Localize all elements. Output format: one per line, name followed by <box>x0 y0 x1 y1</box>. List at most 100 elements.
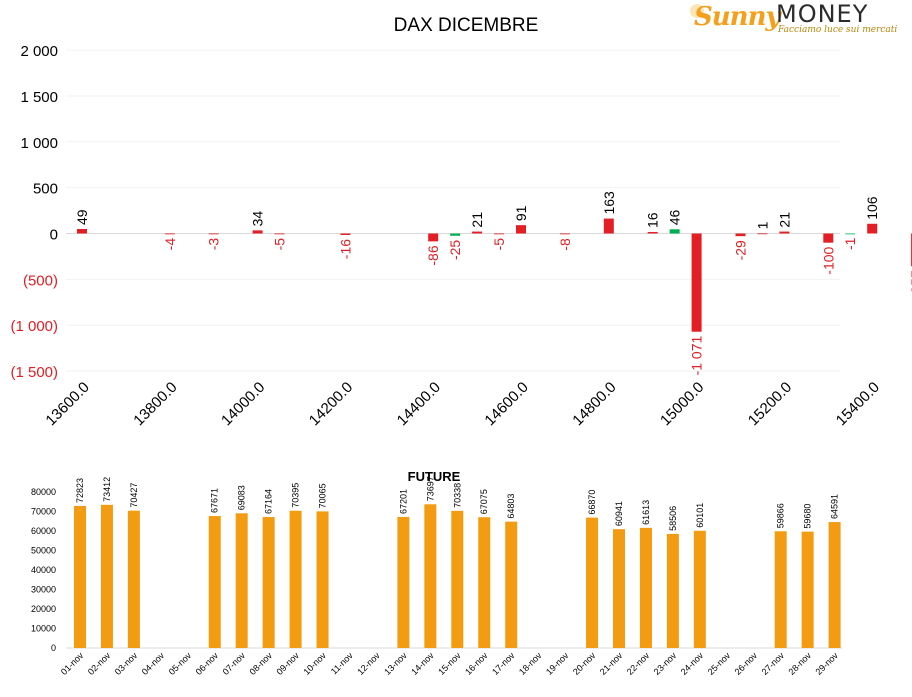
dax-y-tick-label: 500 <box>33 181 58 198</box>
future-bar <box>100 504 113 648</box>
future-x-tick-label: 22-nov <box>625 650 652 677</box>
future-bar <box>208 516 221 648</box>
dax-x-tick-label: 14400.0 <box>394 379 444 429</box>
future-bar <box>424 504 437 648</box>
dax-bar <box>77 229 87 234</box>
dax-y-tick-label: 0 <box>50 227 58 244</box>
dax-bar <box>823 233 834 243</box>
dax-data-label: -86 <box>425 245 441 265</box>
future-x-tick-label: 07-nov <box>221 650 248 677</box>
dax-bar <box>428 233 439 242</box>
dax-x-tick-label: 14000.0 <box>218 379 268 429</box>
future-data-label: 67075 <box>479 489 489 514</box>
dax-data-label: -25 <box>447 240 463 260</box>
future-x-tick-label: 26-nov <box>733 650 760 677</box>
dax-y-tick-label: 1 500 <box>20 89 58 106</box>
future-x-tick-label: 02-nov <box>86 650 113 677</box>
future-x-tick-label: 04-nov <box>140 650 167 677</box>
future-y-tick-label: 70000 <box>31 507 56 517</box>
future-data-label: 70065 <box>318 483 328 508</box>
future-x-tick-label: 03-nov <box>113 650 140 677</box>
dax-data-label: -5 <box>272 238 288 251</box>
future-data-label: 64803 <box>506 494 516 519</box>
future-data-label: 59680 <box>803 504 813 529</box>
dax-bar <box>472 231 483 234</box>
future-x-tick-label: 10-nov <box>301 650 328 677</box>
future-x-tick-label: 25-nov <box>706 650 733 677</box>
dax-data-label: 91 <box>513 205 529 221</box>
logo-tagline: Facciamo luce sui mercati <box>778 25 898 35</box>
future-bar <box>505 521 518 648</box>
dax-x-tick-label: 14200.0 <box>306 379 356 429</box>
sunny-money-logo: Sunny MONEY Facciamo luce sui mercati <box>690 0 900 38</box>
future-x-tick-label: 19-nov <box>544 650 571 677</box>
dax-data-label: -357 <box>908 270 912 298</box>
logo-sunny-text: Sunny <box>694 2 781 32</box>
future-data-label: 70427 <box>129 483 139 508</box>
future-bar <box>289 510 302 648</box>
dax-bar <box>845 233 856 235</box>
future-bar <box>828 522 841 648</box>
dax-x-tick-label: 14800.0 <box>569 379 619 429</box>
future-bar <box>801 531 814 648</box>
future-x-tick-label: 24-nov <box>679 650 706 677</box>
dax-data-label: -1 <box>842 237 858 250</box>
future-data-label: 64591 <box>830 494 840 519</box>
future-y-tick-label: 20000 <box>31 604 56 614</box>
future-data-label: 58506 <box>668 506 678 531</box>
future-data-label: 67164 <box>264 489 274 514</box>
future-data-label: 73697 <box>425 476 435 501</box>
dax-bar <box>516 225 526 234</box>
future-x-tick-label: 18-nov <box>517 650 544 677</box>
dax-data-label: -1 071 <box>689 336 705 376</box>
future-data-label: 67671 <box>210 488 220 513</box>
future-data-label: 72823 <box>75 478 85 503</box>
dax-data-label: 1 <box>754 221 770 229</box>
logo-money-text: MONEY <box>776 0 869 28</box>
future-data-label: 59866 <box>776 503 786 528</box>
dax-bar <box>450 233 461 236</box>
future-x-tick-label: 21-nov <box>598 650 625 677</box>
dax-bar <box>757 233 768 235</box>
future-data-label: 60101 <box>695 503 705 528</box>
future-x-tick-label: 15-nov <box>436 650 463 677</box>
future-x-tick-label: 12-nov <box>355 650 382 677</box>
future-bar <box>613 529 625 648</box>
future-data-label: 70395 <box>291 483 301 508</box>
dax-data-label: 163 <box>601 191 617 215</box>
future-y-tick-label: 10000 <box>31 624 56 634</box>
dax-bar <box>603 218 614 234</box>
dax-y-tick-label: (1 000) <box>10 318 58 335</box>
future-y-tick-label: 30000 <box>31 585 56 595</box>
dax-bar <box>494 233 505 235</box>
dax-bar <box>164 233 175 235</box>
future-bar <box>639 527 652 648</box>
dax-y-tick-label: (1 500) <box>10 364 58 381</box>
future-bar <box>397 516 410 648</box>
dax-x-tick-label: 15000.0 <box>657 379 707 429</box>
dax-data-label: 34 <box>250 211 266 227</box>
sun-icon <box>690 4 704 18</box>
future-bar <box>74 505 86 648</box>
dax-bar <box>647 232 658 234</box>
future-bar <box>774 531 787 648</box>
future-bar <box>316 511 329 648</box>
dax-x-tick-label: 13800.0 <box>130 379 180 429</box>
dax-bar <box>274 233 285 235</box>
future-data-label: 67201 <box>398 489 408 514</box>
future-bar <box>127 510 140 648</box>
dax-bar <box>669 229 680 234</box>
future-bar <box>586 517 599 648</box>
dax-y-tick-label: (500) <box>23 272 58 289</box>
future-x-tick-label: 11-nov <box>329 650 355 676</box>
future-x-tick-label: 05-nov <box>167 650 194 677</box>
future-chart-title: FUTURE <box>408 469 461 484</box>
future-data-label: 73412 <box>102 477 112 502</box>
future-y-tick-label: 0 <box>51 643 56 653</box>
dax-bar <box>559 233 570 235</box>
future-x-tick-label: 16-nov <box>463 650 490 677</box>
dax-x-tick-label: 14600.0 <box>481 379 531 429</box>
future-x-tick-label: 01-nov <box>59 650 86 677</box>
future-x-tick-label: 20-nov <box>571 650 598 677</box>
